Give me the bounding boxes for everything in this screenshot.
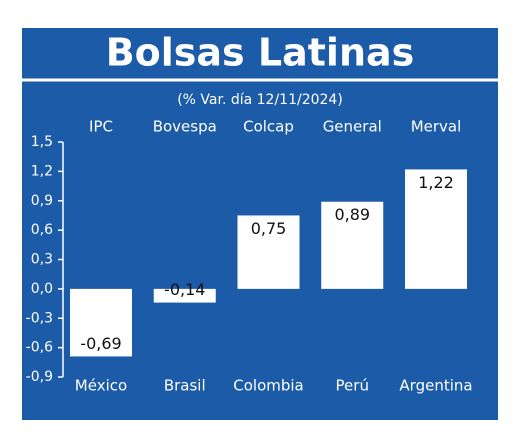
x-tick-label: Perú [336, 377, 369, 395]
x-tick-label: Argentina [399, 377, 472, 395]
x-tick-label: México [75, 377, 127, 395]
bar [237, 215, 300, 289]
value-label: -0,14 [164, 280, 205, 299]
value-label: 0,75 [251, 219, 287, 238]
value-label: 0,89 [334, 205, 370, 224]
y-tick-label: -0,9 [26, 369, 53, 385]
index-label: General [323, 118, 382, 136]
y-tick-label: 1,2 [31, 163, 53, 179]
index-label: IPC [89, 118, 113, 136]
y-tick-label: -0,6 [26, 340, 53, 356]
y-tick-label: 1,5 [31, 134, 53, 150]
x-tick-label: Colombia [233, 377, 304, 395]
value-label: -0,69 [80, 334, 121, 353]
chart-subtitle: (% Var. día 12/11/2024) [177, 92, 343, 108]
y-tick-label: -0,3 [26, 310, 53, 326]
bar [70, 288, 132, 357]
index-label: Bovespa [153, 118, 217, 136]
y-tick-label: 0,3 [31, 252, 53, 268]
y-tick-label: 0,0 [31, 281, 53, 297]
bar [405, 169, 467, 289]
bar [321, 201, 384, 289]
chart-title: Bolsas Latinas [106, 31, 415, 75]
bar [153, 288, 216, 303]
y-tick-label: 0,9 [31, 193, 53, 209]
y-tick-label: 0,6 [31, 222, 53, 238]
x-tick-label: Brasil [164, 377, 206, 395]
index-label: Colcap [243, 118, 294, 136]
value-label: 1,22 [418, 173, 454, 192]
index-label: Merval [411, 118, 462, 136]
